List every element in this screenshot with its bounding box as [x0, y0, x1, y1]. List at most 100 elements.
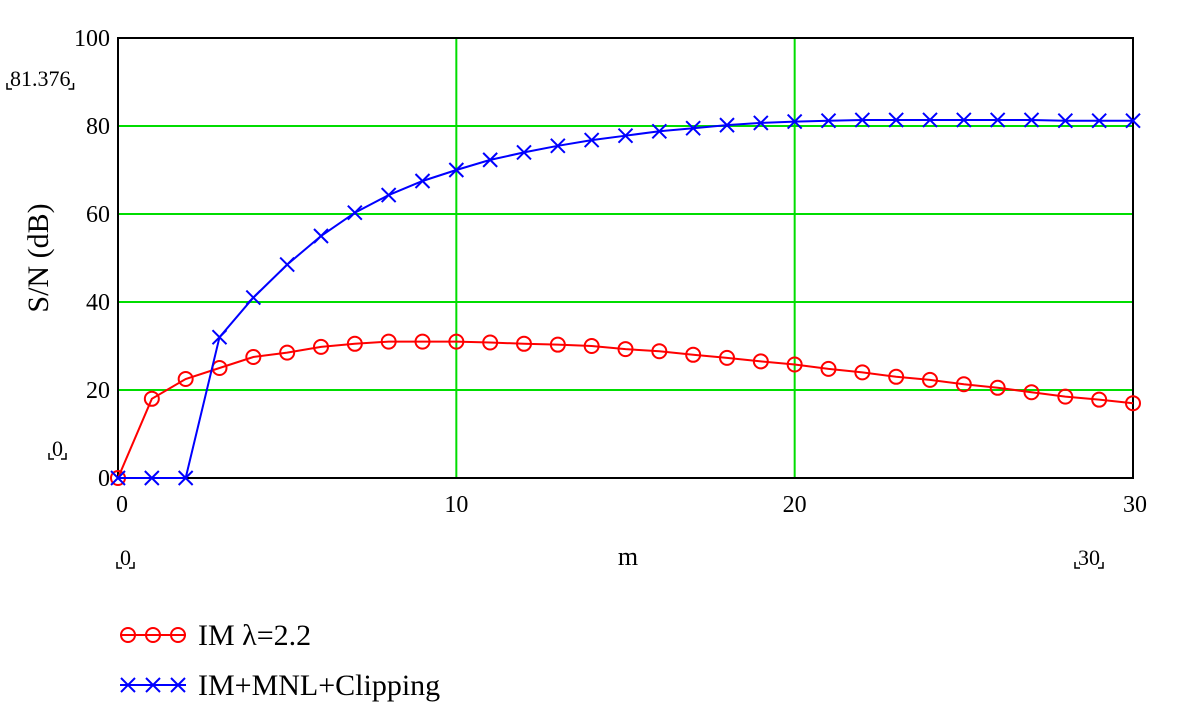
x-max-marker-bracket-left	[1074, 562, 1080, 569]
data-point	[922, 112, 938, 128]
data-point	[786, 356, 803, 373]
legend-entry-0: IM λ=2.2	[120, 619, 311, 652]
y-tick-label: 60	[86, 202, 110, 228]
y-max-marker-bracket-left	[6, 83, 12, 90]
data-point	[651, 123, 668, 139]
legend-marker	[170, 677, 186, 693]
y-min-marker-bracket-right	[61, 453, 67, 460]
data-point	[820, 360, 837, 377]
plot-area	[117, 37, 1134, 479]
x-max-marker-bracket-right	[1098, 562, 1104, 569]
tick-labels: 0 20 40 60 80 100 0 10 20 30	[74, 26, 1147, 518]
data-point	[685, 120, 701, 136]
data-point	[956, 112, 972, 128]
legend-marker	[145, 677, 161, 693]
data-point	[583, 132, 600, 148]
data-point	[414, 333, 431, 350]
x-tick-label: 30	[1123, 492, 1147, 518]
data-point	[685, 346, 702, 363]
data-point	[482, 334, 499, 351]
data-point	[380, 187, 397, 203]
data-point	[177, 470, 194, 486]
data-point	[347, 204, 363, 221]
legend-entry-1: IM+MNL+Clipping	[120, 669, 440, 702]
y-tick-label: 80	[86, 114, 110, 140]
y-tick-label: 40	[86, 290, 110, 316]
series-1	[110, 112, 1141, 486]
data-point	[583, 338, 600, 354]
y-min-marker-bracket-left	[48, 453, 54, 460]
x-tick-label: 0	[116, 492, 128, 518]
y-min-marker-text: 0	[52, 436, 63, 461]
data-point	[516, 144, 532, 161]
y-tick-label: 0	[98, 466, 110, 492]
data-point	[1023, 112, 1040, 128]
legend-marker	[145, 627, 161, 643]
legend-marker	[120, 627, 136, 643]
data-point	[279, 344, 296, 361]
data-point	[313, 228, 329, 244]
data-point	[549, 336, 566, 353]
y-min-marker: 0	[48, 436, 67, 461]
legend-label: IM+MNL+Clipping	[198, 669, 440, 702]
data-point	[989, 379, 1006, 396]
data-point	[955, 376, 972, 393]
y-max-marker-bracket-right	[68, 83, 75, 90]
data-point	[110, 470, 126, 486]
data-point	[516, 335, 532, 352]
data-point	[245, 349, 262, 365]
data-point	[617, 127, 634, 144]
data-point	[177, 371, 194, 387]
data-point	[414, 173, 431, 189]
series-line-1	[118, 118, 1133, 479]
x-tick-label: 20	[783, 492, 807, 518]
data-point	[550, 138, 566, 154]
data-point	[346, 335, 363, 352]
data-point	[1057, 113, 1074, 129]
data-point	[1125, 395, 1141, 412]
data-point	[448, 333, 465, 350]
data-point	[752, 353, 769, 370]
x-min-marker-bracket-left	[116, 562, 122, 569]
data-point	[380, 333, 397, 350]
data-point	[448, 162, 465, 178]
data-point	[922, 371, 938, 388]
data-point	[144, 470, 160, 486]
legend-marker	[170, 627, 186, 643]
data-point	[719, 117, 735, 133]
data-point	[1057, 388, 1074, 405]
data-point	[989, 112, 1006, 128]
y-max-marker-text: 81.376	[10, 66, 71, 91]
y-axis-label: S/N (dB)	[22, 203, 55, 312]
x-max-marker: 30	[1074, 545, 1104, 570]
data-point	[279, 256, 295, 273]
data-point	[313, 338, 329, 355]
x-max-marker-text: 30	[1078, 545, 1100, 570]
data-point	[617, 341, 634, 358]
data-point	[482, 152, 498, 168]
series-layer	[110, 112, 1141, 486]
data-point	[854, 112, 871, 128]
y-max-marker: 81.376	[6, 66, 75, 91]
x-min-marker-text: 0	[120, 545, 131, 570]
x-min-marker: 0	[116, 545, 135, 570]
data-point	[786, 113, 803, 130]
data-point	[1091, 391, 1108, 408]
series-line-0	[117, 340, 1134, 479]
legend-marker	[120, 677, 136, 693]
x-tick-label: 10	[444, 492, 468, 518]
data-point	[719, 349, 735, 366]
legend-label: IM λ=2.2	[198, 619, 311, 652]
x-axis-label: m	[618, 542, 638, 571]
data-point	[1125, 113, 1141, 129]
data-point	[888, 368, 905, 385]
data-point	[1023, 384, 1040, 401]
grid-lines	[118, 38, 1133, 478]
y-tick-label: 20	[86, 378, 110, 404]
data-point	[854, 364, 871, 381]
legend: IM λ=2.2 IM+MNL+Clipping	[120, 619, 440, 702]
data-point	[1091, 113, 1107, 129]
data-point	[753, 115, 769, 131]
data-point	[211, 329, 228, 345]
